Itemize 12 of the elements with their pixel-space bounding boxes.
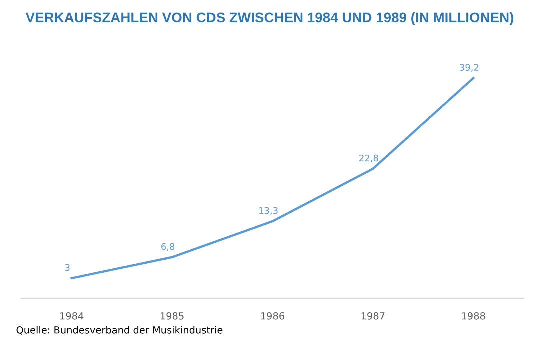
data-label: 13,3 (259, 207, 278, 216)
data-label: 6,8 (162, 243, 175, 252)
x-tick-label: 1988 (462, 312, 486, 320)
x-tick-label: 1986 (261, 312, 284, 320)
x-tick-label: 1985 (160, 312, 184, 320)
x-tick-label: 1984 (60, 312, 84, 320)
x-tick-label: 1987 (362, 312, 385, 320)
data-label: 3 (65, 264, 70, 272)
data-label: 39,2 (460, 64, 479, 72)
source-note: Quelle: Bundesverband der Musikindustrie (16, 326, 223, 335)
data-label: 22,8 (360, 154, 378, 163)
chart-title: VERKAUFSZAHLEN VON CDS ZWISCHEN 1984 UND 1989 (IN MILLIONEN) (26, 12, 514, 26)
